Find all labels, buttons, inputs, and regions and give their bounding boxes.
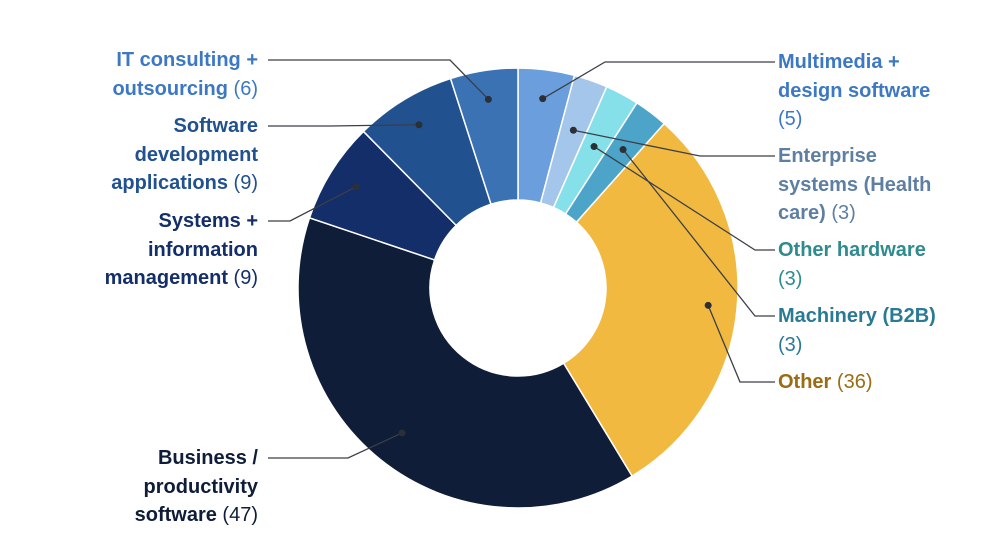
label-software-dev: Software development applications (9) — [111, 112, 258, 198]
label-name-line: IT consulting + — [116, 49, 258, 71]
label-name-line: Multimedia + — [778, 51, 900, 73]
label-count: (9) — [233, 267, 258, 289]
label-name-line: Other — [778, 371, 832, 393]
label-enterprise: Enterprise systems (Health care) (3) — [778, 142, 931, 228]
leader-dot-enterprise — [569, 126, 577, 134]
label-count: (6) — [233, 77, 258, 100]
slice-business — [297, 216, 634, 509]
label-name-line: design software — [778, 79, 931, 102]
label-name-line: Other hardware — [778, 239, 926, 261]
label-machinery: Machinery (B2B) (3) — [778, 302, 936, 359]
label-name-line: Enterprise — [778, 145, 877, 167]
label-name-line: software — [134, 504, 217, 526]
slice-it-consulting — [449, 67, 519, 206]
label-count: (5) — [778, 108, 803, 130]
label-name-line: development — [134, 143, 258, 166]
label-name-line: Systems + — [158, 210, 258, 232]
leader-dot-systems — [352, 183, 360, 191]
leader-line-business — [268, 432, 403, 459]
leader-dot-it-consulting — [484, 95, 492, 103]
leader-line-enterprise — [573, 129, 775, 157]
label-count: (9) — [233, 172, 258, 194]
label-multimedia: Multimedia + design software (5) — [778, 48, 930, 134]
leader-line-systems — [268, 186, 357, 222]
label-name-line: Software — [173, 115, 258, 137]
label-other-hardware: Other hardware (3) — [778, 236, 926, 293]
label-it-consulting: IT consulting + outsourcing (6) — [112, 46, 258, 103]
label-count: (3) — [778, 267, 803, 290]
leader-line-multimedia — [542, 61, 775, 100]
label-count: (3) — [831, 202, 856, 224]
label-name-line: productivity — [143, 475, 258, 498]
label-name-line: Business / — [157, 447, 258, 469]
leader-dot-multimedia — [539, 95, 547, 103]
label-name-line: applications — [111, 172, 228, 194]
label-systems: Systems + information management (9) — [105, 207, 258, 293]
leader-dot-other — [704, 301, 712, 309]
label-name-line: care) — [778, 202, 826, 224]
label-count: (36) — [836, 371, 873, 393]
label-name-line: management — [104, 267, 228, 289]
leader-dot-business — [398, 429, 406, 437]
label-name-line: outsourcing — [112, 77, 228, 100]
label-name-line: Machinery (B2B) — [778, 305, 936, 327]
label-business: Business / productivity software (47) — [135, 444, 258, 530]
label-count: (3) — [778, 333, 803, 356]
label-name-line: information — [148, 238, 258, 261]
label-count: (47) — [222, 504, 258, 526]
leader-line-software-dev — [268, 124, 419, 127]
leader-dot-other-hardware — [590, 143, 598, 151]
label-other: Other (36) — [778, 368, 872, 397]
leader-dot-machinery — [619, 146, 627, 154]
leader-line-it-consulting — [268, 59, 489, 100]
label-name-line: systems (Health — [778, 173, 932, 196]
leader-dot-software-dev — [415, 121, 423, 129]
leader-line-machinery — [622, 149, 775, 317]
leader-line-other — [707, 305, 775, 383]
